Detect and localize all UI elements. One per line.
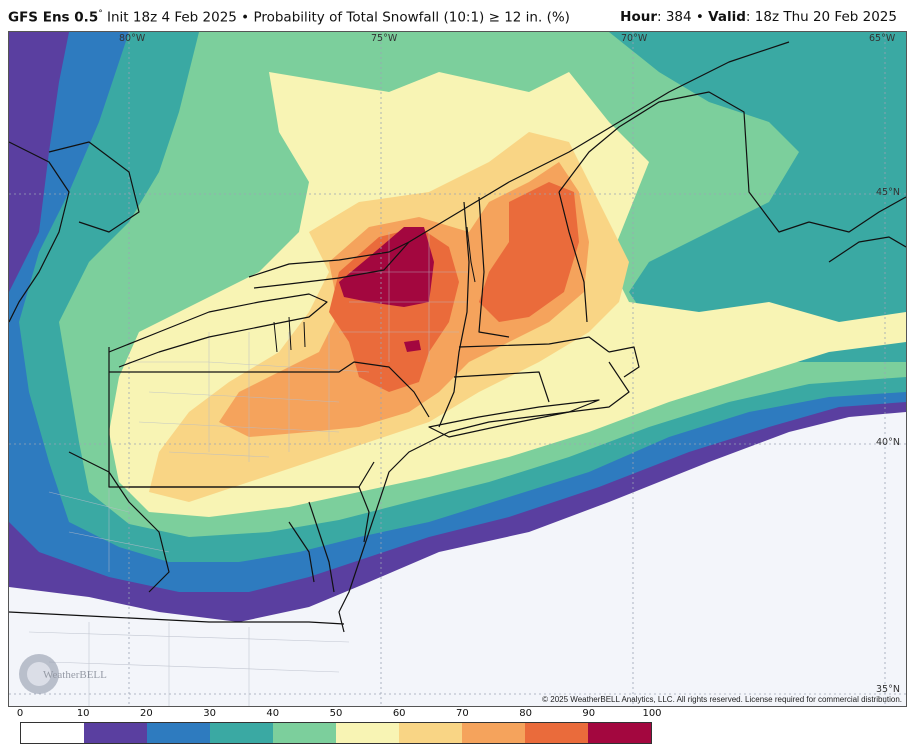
legend-tick-40: 40 bbox=[266, 708, 280, 719]
georgian-bay bbox=[48, 141, 140, 233]
ny-east-border bbox=[438, 201, 470, 428]
model-name: GFS Ens 0.5 bbox=[8, 9, 99, 26]
county-lines bbox=[28, 232, 469, 706]
legend-tick-60: 60 bbox=[392, 708, 406, 719]
hour-label: Hour bbox=[620, 9, 657, 25]
legend: 0 10 20 30 40 50 60 70 80 90 100 bbox=[16, 708, 662, 748]
copyright-notice: © 2025 WeatherBELL Analytics, LLC. All r… bbox=[542, 695, 902, 704]
legend-tick-0: 0 bbox=[16, 708, 24, 719]
prob-band-90 bbox=[339, 227, 434, 352]
map-panel[interactable]: 80°W 75°W 70°W 65°W 45°N 40°N 35°N Weath… bbox=[8, 31, 907, 707]
maine-canada-border bbox=[558, 91, 810, 233]
title-left: GFS Ens 0.5° Init 18z 4 Feb 2025 • Proba… bbox=[8, 9, 570, 26]
lat-label-45n: 45°N bbox=[876, 187, 900, 198]
init-text: Init 18z 4 Feb 2025 bbox=[107, 9, 237, 26]
hour-value: : 384 bbox=[657, 9, 692, 25]
nh-me-border bbox=[558, 191, 588, 323]
graticule bbox=[9, 32, 906, 706]
ma-border bbox=[458, 336, 610, 353]
wv-border bbox=[68, 451, 170, 593]
legend-swatch-1 bbox=[84, 723, 147, 743]
lat-label-40n: 40°N bbox=[876, 437, 900, 448]
long-island bbox=[428, 399, 600, 438]
chesapeake bbox=[288, 501, 335, 593]
legend-tick-80: 80 bbox=[519, 708, 532, 719]
legend-swatch-8 bbox=[525, 723, 588, 743]
valid-label: Valid bbox=[708, 9, 746, 25]
delaware-bay bbox=[358, 486, 370, 543]
legend-colorbar bbox=[20, 722, 652, 744]
legend-swatch-6 bbox=[399, 723, 462, 743]
legend-tick-100: 100 bbox=[642, 708, 662, 719]
atlantic-coast bbox=[338, 361, 630, 633]
title-bullet: • bbox=[241, 9, 250, 26]
finger-lakes bbox=[273, 226, 476, 353]
legend-tick-70: 70 bbox=[456, 708, 469, 719]
ocean-empty-area bbox=[359, 437, 906, 706]
threshold-text: ≥ 12 in. (%) bbox=[488, 9, 570, 26]
va-nc-border bbox=[9, 611, 345, 625]
lon-label-80w: 80°W bbox=[119, 33, 146, 44]
title-right: Hour: 384 • Valid: 18z Thu 20 Feb 2025 bbox=[620, 9, 897, 25]
valid-value: : 18z Thu 20 Feb 2025 bbox=[745, 9, 897, 25]
model-degree: ° bbox=[98, 9, 103, 19]
lake-huron-shore bbox=[9, 141, 70, 323]
nova-scotia bbox=[808, 196, 906, 263]
st-lawrence bbox=[408, 41, 790, 243]
legend-swatch-2 bbox=[147, 723, 210, 743]
vt-nh-border bbox=[478, 196, 510, 338]
legend-swatch-5 bbox=[336, 723, 399, 743]
lat-label-35n: 35°N bbox=[876, 684, 900, 695]
product-name: Probability of Total Snowfall (10:1) bbox=[253, 9, 485, 26]
lake-erie-shore bbox=[108, 293, 328, 368]
title-bar: GFS Ens 0.5° Init 18z 4 Feb 2025 • Proba… bbox=[0, 0, 913, 30]
ct-ri-border bbox=[453, 371, 550, 403]
legend-tick-50: 50 bbox=[329, 708, 343, 719]
legend-swatch-7 bbox=[462, 723, 525, 743]
political-borders bbox=[9, 41, 906, 633]
legend-swatch-9 bbox=[588, 723, 651, 743]
lon-label-75w: 75°W bbox=[371, 33, 398, 44]
weatherbell-logo: WeatherBELL bbox=[15, 649, 111, 699]
legend-swatch-3 bbox=[210, 723, 273, 743]
cape-cod bbox=[608, 346, 640, 378]
legend-swatch-4 bbox=[273, 723, 336, 743]
legend-tick-20: 20 bbox=[140, 708, 153, 719]
lon-label-65w: 65°W bbox=[869, 33, 896, 44]
title-bullet-2: • bbox=[695, 9, 704, 25]
prob-band-80 bbox=[329, 182, 579, 392]
snowfall-probability-map bbox=[9, 32, 906, 706]
logo-text: WeatherBELL bbox=[43, 669, 107, 681]
legend-swatch-0 bbox=[21, 723, 84, 743]
lon-label-70w: 70°W bbox=[621, 33, 648, 44]
legend-tick-30: 30 bbox=[203, 708, 216, 719]
legend-tick-10: 10 bbox=[76, 708, 90, 719]
legend-tick-90: 90 bbox=[582, 708, 596, 719]
